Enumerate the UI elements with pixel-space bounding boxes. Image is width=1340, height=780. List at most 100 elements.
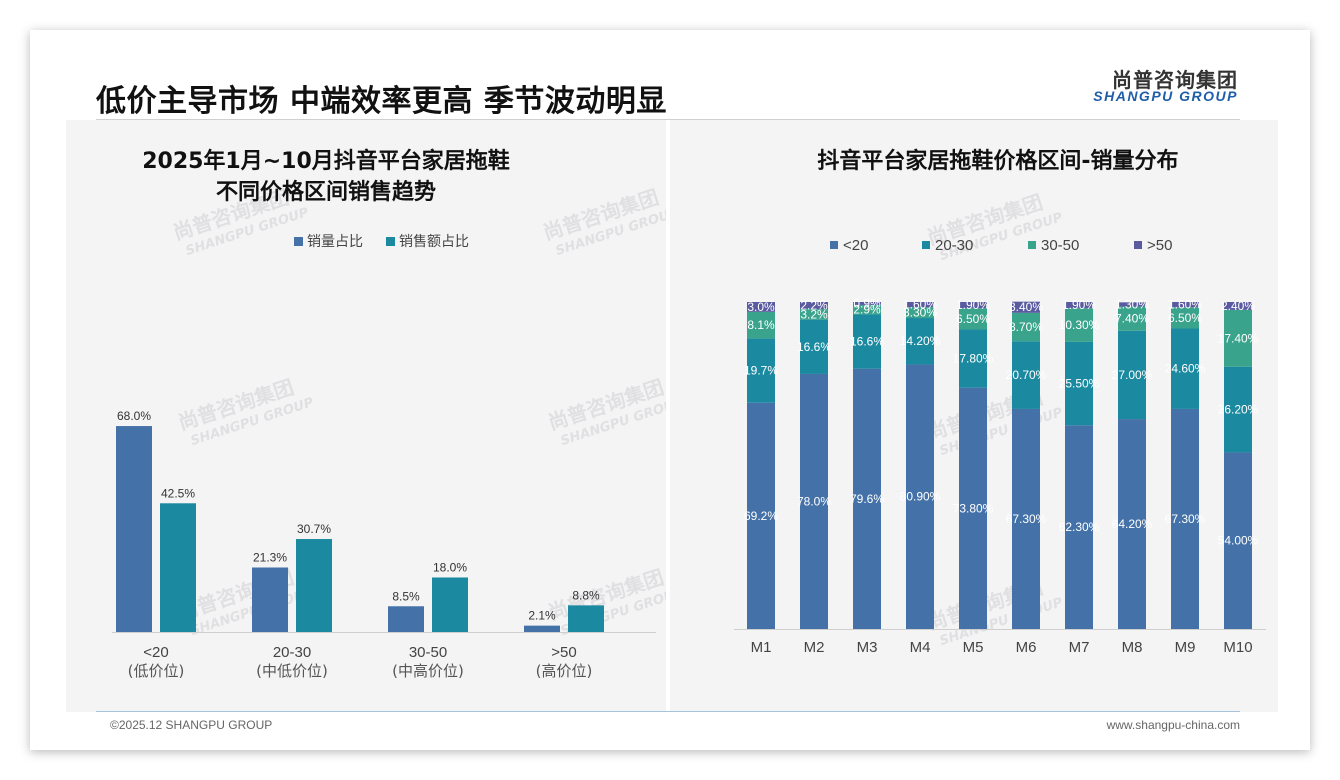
data-label: 2.1%	[528, 609, 556, 623]
logo-english: SHANGPU GROUP	[1093, 88, 1238, 104]
x-tick-label: >50	[551, 644, 576, 661]
x-tick-label: 30-50	[409, 644, 447, 661]
bar-segment	[853, 304, 881, 315]
bar	[432, 577, 468, 632]
bar-segment	[1012, 312, 1040, 342]
bar-segment	[800, 373, 828, 629]
data-label: 62.30%	[1059, 520, 1100, 534]
legend-label: >50	[1147, 237, 1172, 254]
data-label: 14.20%	[900, 334, 941, 348]
data-label: 18.0%	[433, 560, 467, 574]
data-label: 24.60%	[1165, 362, 1206, 376]
bar-segment	[1012, 408, 1040, 629]
data-label: 19.7%	[744, 364, 778, 378]
data-label: 17.80%	[953, 352, 994, 366]
bar	[296, 539, 332, 632]
data-label: 8.8%	[572, 588, 600, 602]
data-label: 3.40%	[1009, 300, 1043, 314]
x-tick-label: M8	[1122, 639, 1143, 656]
data-label: 42.5%	[161, 486, 195, 500]
legend-label: 销售额占比	[399, 234, 469, 250]
bar-segment	[1012, 341, 1040, 409]
chart-title: 抖音平台家居拖鞋价格区间-销量分布	[817, 148, 1178, 174]
bar-segment	[800, 302, 828, 310]
legend-label: 30-50	[1041, 237, 1079, 254]
bar-segment	[1171, 328, 1199, 409]
legend-swatch	[294, 237, 303, 246]
data-label: 0.9%	[853, 296, 881, 310]
x-tick-sublabel: (中低价位)	[256, 662, 328, 680]
bar-segment	[747, 302, 775, 312]
data-label: 67.30%	[1006, 512, 1047, 526]
bar-segment	[747, 311, 775, 339]
data-label: 80.90%	[900, 490, 941, 504]
bar	[388, 606, 424, 632]
x-tick-label: M9	[1175, 639, 1196, 656]
bar-segment	[906, 302, 934, 308]
data-label: 3.30%	[903, 306, 937, 320]
x-tick-label: M3	[857, 639, 878, 656]
page-title: 低价主导市场 中端效率更高 季节波动明显	[96, 84, 667, 119]
bar-segment	[906, 318, 934, 365]
x-tick-label: M1	[751, 639, 772, 656]
bar-segment	[906, 307, 934, 319]
slide: 低价主导市场 中端效率更高 季节波动明显 尚普咨询集团 SHANGPU GROU…	[30, 30, 1310, 750]
header-divider	[96, 119, 1240, 120]
bar-segment	[1118, 330, 1146, 420]
data-label: 2.9%	[853, 303, 881, 317]
legend-swatch	[386, 237, 395, 246]
data-label: 16.6%	[797, 340, 831, 354]
data-label: 1.60%	[1168, 298, 1202, 312]
bar-segment	[1224, 309, 1252, 367]
data-label: 1.90%	[956, 298, 990, 312]
data-label: 25.50%	[1059, 377, 1100, 391]
data-label: 2.2%	[800, 299, 828, 313]
x-tick-sublabel: (低价位)	[128, 662, 185, 680]
left-chart-panel: 尚普咨询集团 SHANGPU GROUP 尚普咨询集团 SHANGPU GROUP 尚普…	[66, 120, 666, 712]
website-url: www.shangpu-china.com	[1106, 718, 1240, 732]
data-label: 21.3%	[253, 550, 287, 564]
x-tick-label: M5	[963, 639, 984, 656]
data-label: 6.50%	[1168, 311, 1202, 325]
bar-segment	[1224, 366, 1252, 453]
x-tick-sublabel: (中高价位)	[392, 662, 464, 680]
data-label: 8.1%	[747, 318, 775, 332]
legend-label: <20	[843, 237, 868, 254]
footer-divider	[96, 711, 1240, 712]
bar-segment	[853, 302, 881, 305]
data-label: 3.0%	[747, 300, 775, 314]
legend-swatch	[922, 241, 930, 249]
bar	[160, 503, 196, 632]
data-label: 8.5%	[392, 589, 420, 603]
bar-segment	[1065, 308, 1093, 342]
chart-title-line1: 2025年1月~10月抖音平台家居拖鞋	[142, 148, 510, 174]
bar-segment	[853, 314, 881, 369]
bar-segment	[1012, 301, 1040, 313]
bar-segment	[1118, 306, 1146, 331]
bar	[116, 426, 152, 632]
bar-segment	[1065, 425, 1093, 629]
logo-chinese: 尚普咨询集团	[1112, 68, 1238, 92]
bar-segment	[1171, 307, 1199, 329]
data-label: 20.70%	[1006, 368, 1047, 382]
bar	[252, 567, 288, 632]
data-label: 6.50%	[956, 312, 990, 326]
bar-segment	[1065, 341, 1093, 426]
data-label: 79.6%	[850, 492, 884, 506]
bar-segment	[959, 387, 987, 629]
bar-segment	[1224, 452, 1252, 629]
bar-segment	[1065, 302, 1093, 309]
bar-segment	[959, 302, 987, 309]
x-tick-label: M2	[804, 639, 825, 656]
bar-segment	[853, 368, 881, 629]
data-label: 1.90%	[1062, 298, 1096, 312]
bar-segment	[747, 338, 775, 403]
data-label: 78.0%	[797, 494, 831, 508]
